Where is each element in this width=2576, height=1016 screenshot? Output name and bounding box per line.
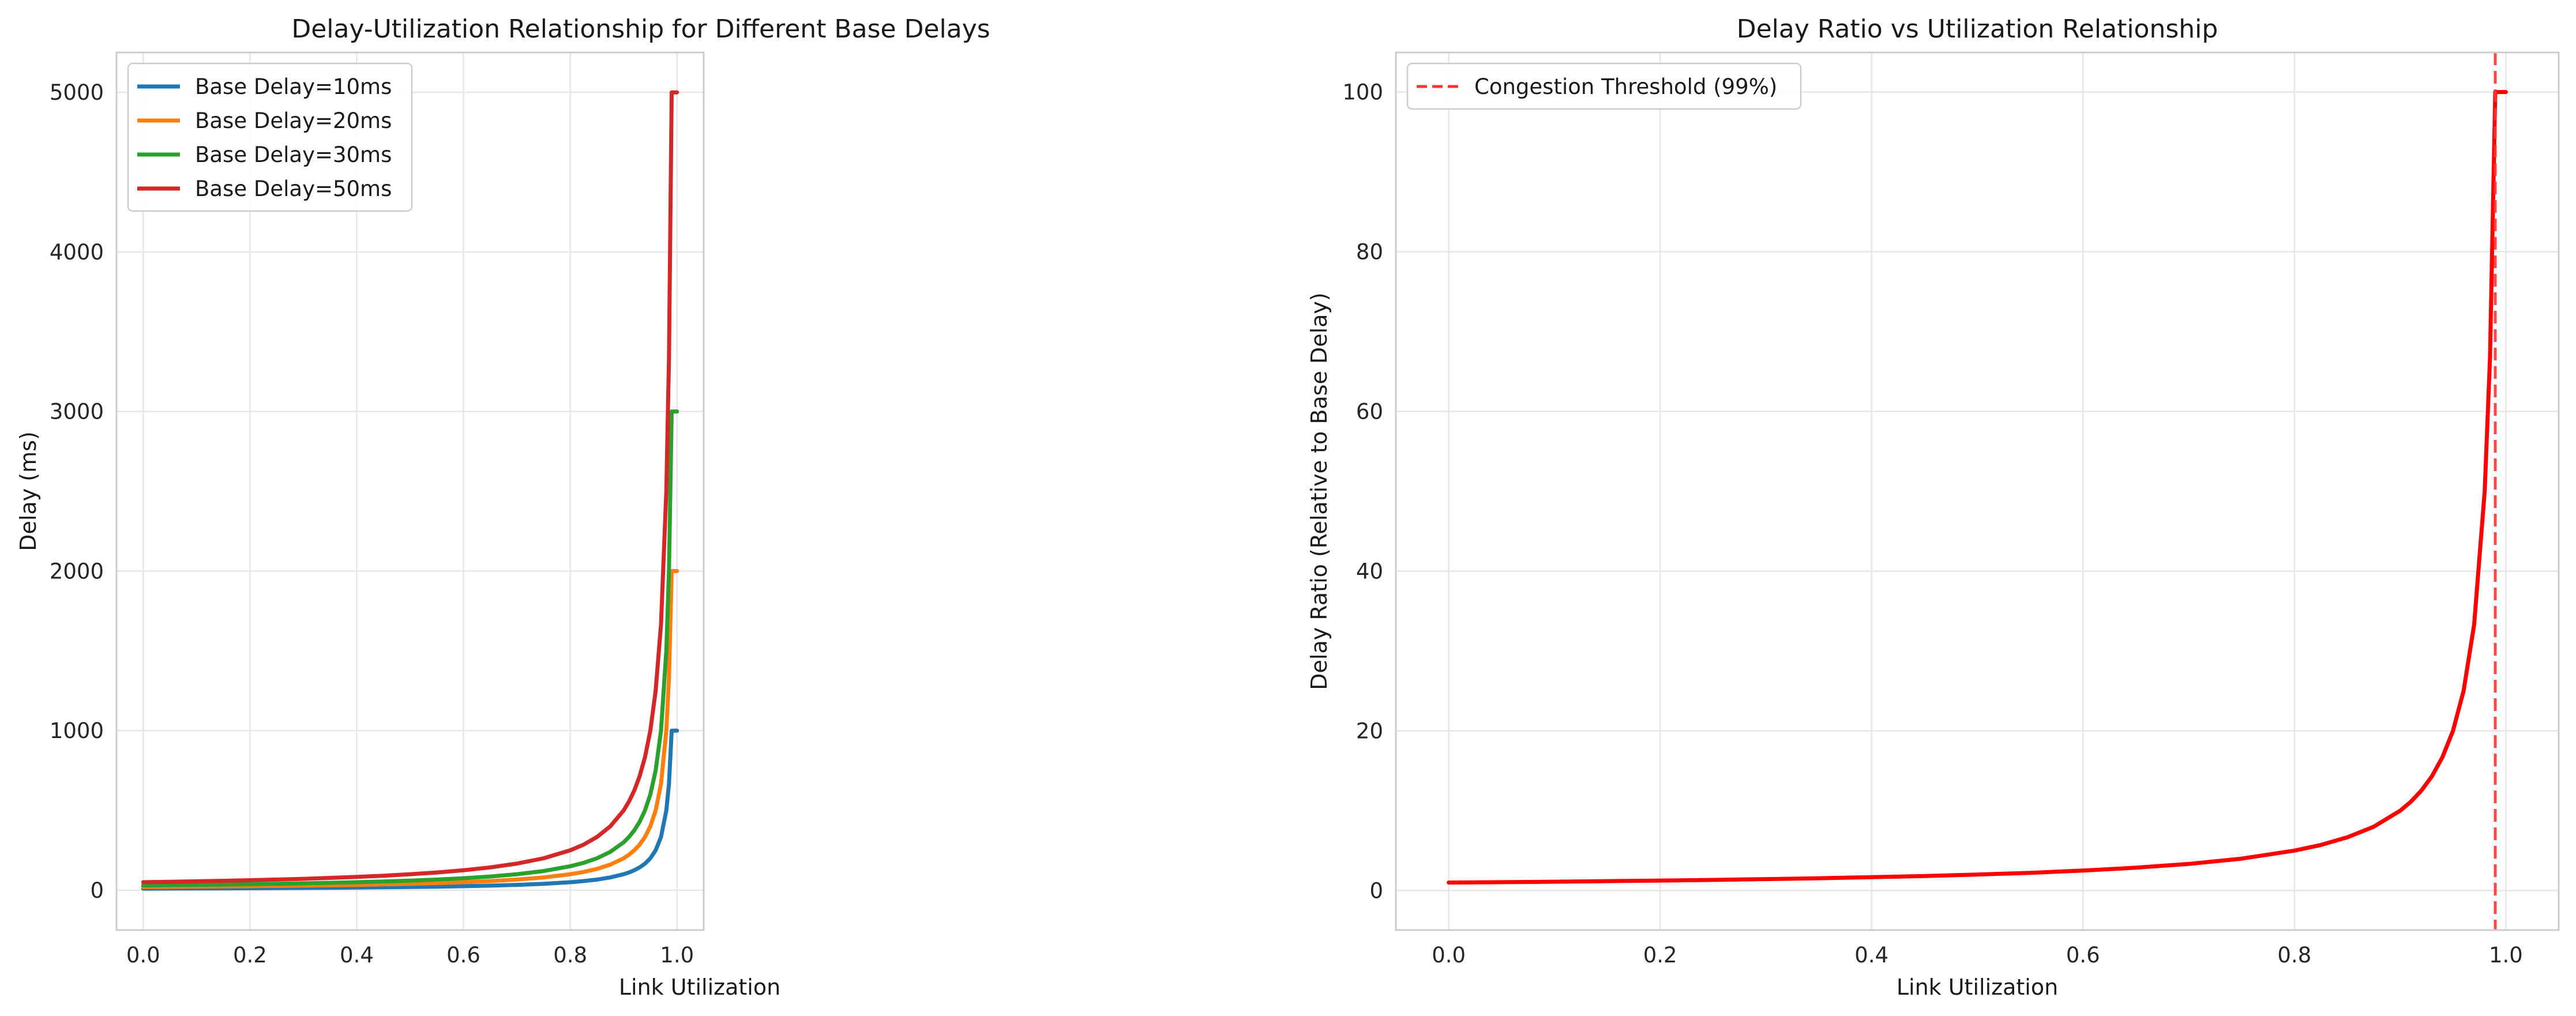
series-line-1 [1447, 90, 2508, 885]
series-line-3 [141, 409, 679, 887]
y-tick-label: 100 [1342, 80, 1383, 105]
y-tick-label: 2000 [50, 559, 104, 584]
x-tick-label: 1.0 [660, 943, 694, 968]
series-line-2 [141, 569, 679, 889]
x-tick-label: 0.0 [126, 943, 160, 968]
y-tick-label: 0 [90, 878, 104, 903]
chart-title: Delay Ratio vs Utilization Relationship [1737, 14, 2218, 44]
y-axis-label: Delay Ratio (Relative to Base Delay) [1306, 292, 1332, 690]
x-axis-label: Link Utilization [619, 974, 780, 1000]
chart-delay-utilization: Delay-Utilization Relationship for Diffe… [16, 14, 990, 1000]
x-tick-label: 1.0 [2489, 943, 2523, 968]
x-tick-label: 0.2 [233, 943, 267, 968]
plot-frame [115, 51, 705, 931]
x-tick-label: 0.8 [553, 943, 587, 968]
legend-box [127, 62, 413, 212]
legend-label: Base Delay=20ms [195, 108, 392, 133]
x-ticks: 0.0 0.2 0.4 0.6 0.8 1.0 [126, 943, 694, 968]
grid [1396, 52, 2559, 930]
series [141, 90, 679, 891]
x-tick-label: 0.6 [2066, 943, 2100, 968]
series [1447, 52, 2508, 930]
y-tick-label: 60 [1356, 400, 1383, 424]
y-ticks: 0 1000 2000 3000 4000 5000 [50, 80, 104, 903]
chart-delay-ratio: Delay Ratio vs Utilization Relationship … [1306, 14, 2560, 1000]
y-tick-label: 20 [1356, 718, 1383, 743]
legend: Congestion Threshold (99%) [1406, 62, 1802, 110]
legend-label: Congestion Threshold (99%) [1474, 74, 1777, 99]
x-tick-label: 0.4 [340, 943, 374, 968]
plot-frame [1395, 51, 2560, 931]
y-axis-label: Delay (ms) [16, 431, 41, 551]
chart-title: Delay-Utilization Relationship for Diffe… [291, 14, 990, 44]
x-tick-label: 0.6 [446, 943, 480, 968]
y-tick-label: 0 [1369, 878, 1383, 903]
y-tick-label: 4000 [50, 240, 104, 265]
series-line-4 [141, 90, 679, 885]
series-line-1 [141, 728, 679, 891]
x-tick-label: 0.4 [1854, 943, 1888, 968]
y-tick-label: 3000 [50, 400, 104, 424]
y-ticks: 0 20 40 60 80 100 [1342, 80, 1383, 904]
legend-box [1406, 62, 1802, 110]
x-tick-label: 0.8 [2277, 943, 2311, 968]
x-ticks: 0.0 0.2 0.4 0.6 0.8 1.0 [1432, 943, 2523, 968]
y-tick-label: 80 [1356, 240, 1383, 265]
y-tick-label: 40 [1356, 559, 1383, 584]
legend-label: Base Delay=50ms [195, 176, 392, 201]
x-axis-label: Link Utilization [1897, 974, 2058, 1000]
legend: Base Delay=10ms Base Delay=20ms Base Delay… [127, 62, 413, 212]
y-tick-label: 5000 [50, 80, 104, 105]
legend-label: Base Delay=30ms [195, 142, 392, 167]
y-tick-label: 1000 [50, 718, 104, 743]
legend-label: Base Delay=10ms [195, 74, 392, 99]
x-tick-label: 0.2 [1643, 943, 1677, 968]
x-tick-label: 0.0 [1432, 943, 1466, 968]
